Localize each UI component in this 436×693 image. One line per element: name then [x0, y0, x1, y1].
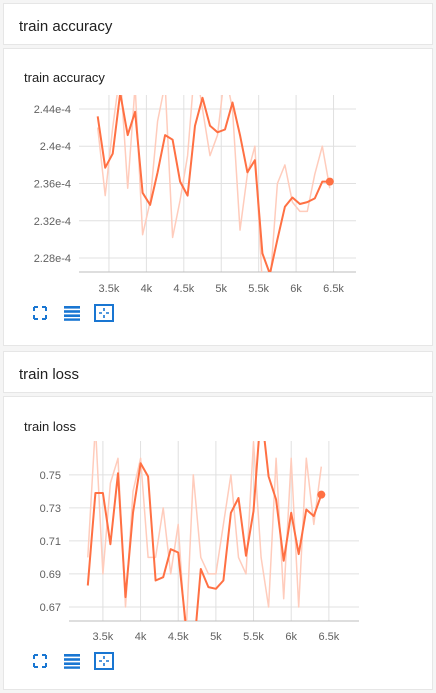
- y-tick-label: 2.36e-4: [34, 179, 71, 191]
- train-loss-chart[interactable]: 3.5k 4k 4.5k 5k 5.5k 6k 6.5k 0.67 0.69 0.71 0.73 0.…: [4, 397, 434, 691]
- train-accuracy-chart[interactable]: 3.5k 4k 4.5k 5k 5.5k 6k 6.5k 2.28e-4 2.32e-4 2.36…: [4, 49, 434, 347]
- x-tick-label: 4k: [135, 631, 147, 643]
- x-tick-label: 6.5k: [323, 283, 344, 295]
- x-tick-label: 5k: [215, 283, 227, 295]
- x-tick-label: 5.5k: [248, 283, 269, 295]
- fit-domain-icon[interactable]: [94, 304, 114, 322]
- smoothed-series-line: [86, 441, 323, 621]
- y-tick-label: 0.69: [40, 569, 61, 581]
- y-tick-label: 0.67: [40, 602, 61, 614]
- section-header-train-accuracy[interactable]: train accuracy: [3, 3, 433, 45]
- y-tick-label: 0.75: [40, 470, 61, 482]
- y-tick-label: 2.4e-4: [40, 141, 71, 153]
- section-header-train-loss[interactable]: train loss: [3, 351, 433, 393]
- x-tick-label: 6k: [285, 631, 297, 643]
- x-tick-label: 6k: [290, 283, 302, 295]
- x-tick-label: 5k: [210, 631, 222, 643]
- y-tick-label: 0.71: [40, 536, 61, 548]
- raw-series-line: [87, 441, 323, 621]
- y-tick-label: 2.32e-4: [34, 216, 71, 228]
- x-tick-label: 4.5k: [168, 631, 189, 643]
- chart-title: train accuracy: [24, 70, 105, 85]
- y-tick-label: 0.73: [40, 503, 61, 515]
- y-tick-label: 2.28e-4: [34, 253, 71, 265]
- data-table-icon[interactable]: [63, 653, 81, 669]
- x-tick-label: 3.5k: [99, 283, 120, 295]
- raw-series-line: [96, 95, 331, 272]
- chart-card-train-loss: train loss 3.5k 4k 4.5k 5k 5.5k 6k 6.5k 0.67 0.6…: [3, 396, 433, 690]
- x-tick-label: 4.5k: [173, 283, 194, 295]
- data-table-icon[interactable]: [63, 305, 81, 321]
- smoothed-series-line: [96, 95, 330, 272]
- x-tick-label: 6.5k: [318, 631, 339, 643]
- fullscreen-icon[interactable]: [31, 305, 49, 321]
- section-title: train loss: [19, 366, 80, 383]
- fullscreen-icon[interactable]: [31, 653, 49, 669]
- x-tick-label: 4k: [141, 283, 153, 295]
- fit-domain-icon[interactable]: [94, 652, 114, 670]
- chart-title: train loss: [24, 419, 77, 434]
- x-tick-label: 5.5k: [243, 631, 264, 643]
- last-point-marker: [317, 490, 326, 499]
- section-title: train accuracy: [19, 18, 113, 35]
- x-tick-label: 3.5k: [92, 631, 113, 643]
- last-point-marker: [325, 177, 334, 186]
- chart-card-train-accuracy: train accuracy 3.5k 4k 4.5k 5k 5.5k 6k 6.5k 2.2…: [3, 48, 433, 346]
- y-tick-label: 2.44e-4: [34, 104, 71, 116]
